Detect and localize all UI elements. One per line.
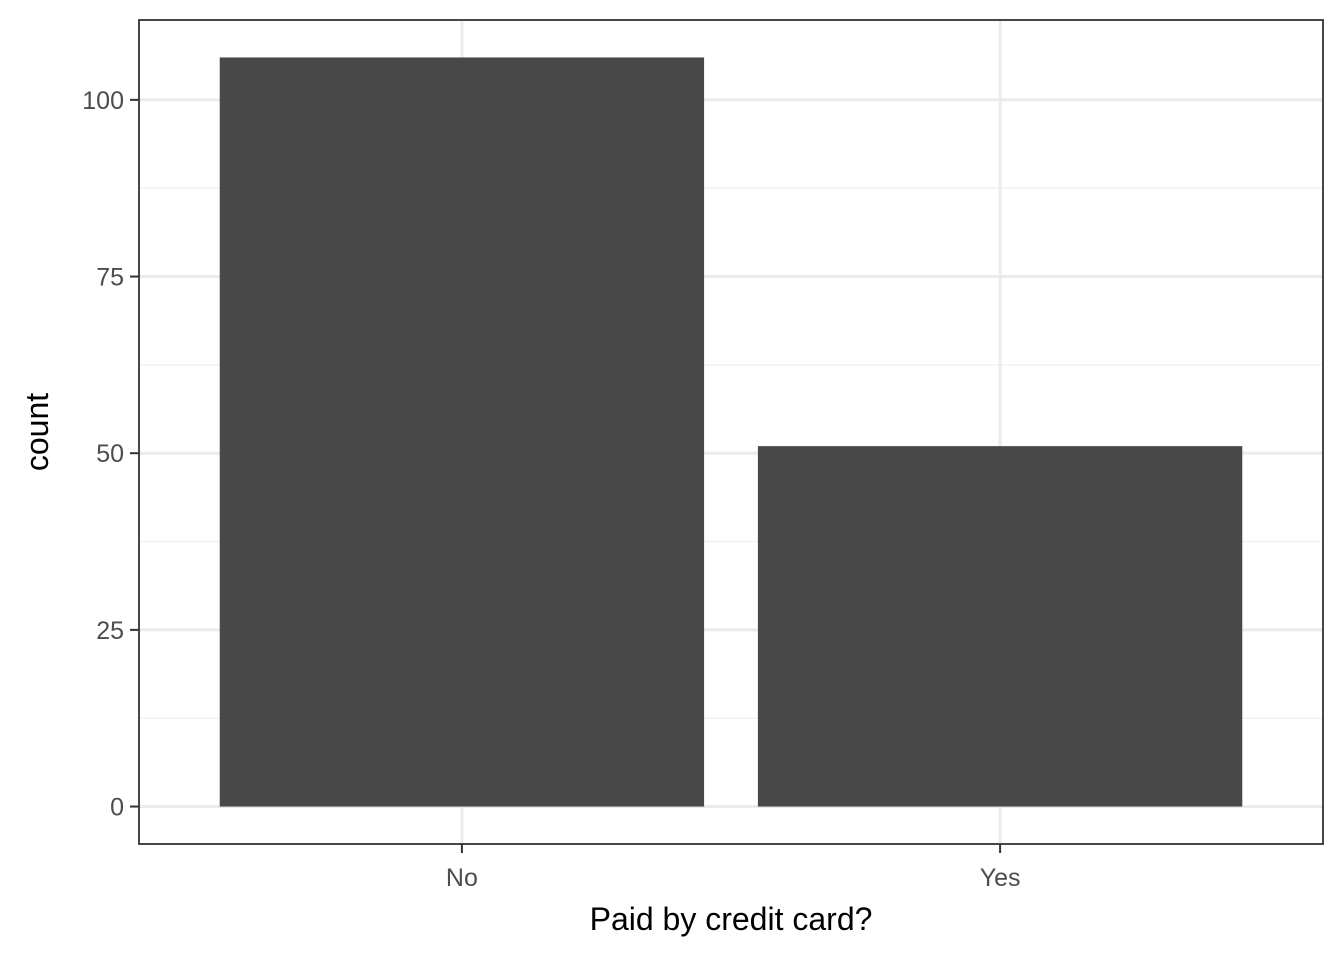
x-axis-title: Paid by credit card? <box>590 901 873 937</box>
y-tick-label: 0 <box>110 794 124 822</box>
y-tick-label: 75 <box>96 264 124 292</box>
y-tick-label: 50 <box>96 440 124 468</box>
bar-no <box>219 57 705 807</box>
x-axis-ticks: No Yes <box>446 844 1021 892</box>
y-axis-title: count <box>19 393 55 471</box>
bar-yes <box>757 446 1243 807</box>
y-tick-label: 100 <box>82 87 124 115</box>
panel-border <box>138 19 1324 845</box>
y-axis-ticks: 0 25 50 75 100 <box>82 87 139 822</box>
x-tick-label: Yes <box>980 864 1021 892</box>
bars-group <box>219 57 1243 807</box>
x-tick-label: No <box>446 864 478 892</box>
y-tick-label: 25 <box>96 617 124 645</box>
